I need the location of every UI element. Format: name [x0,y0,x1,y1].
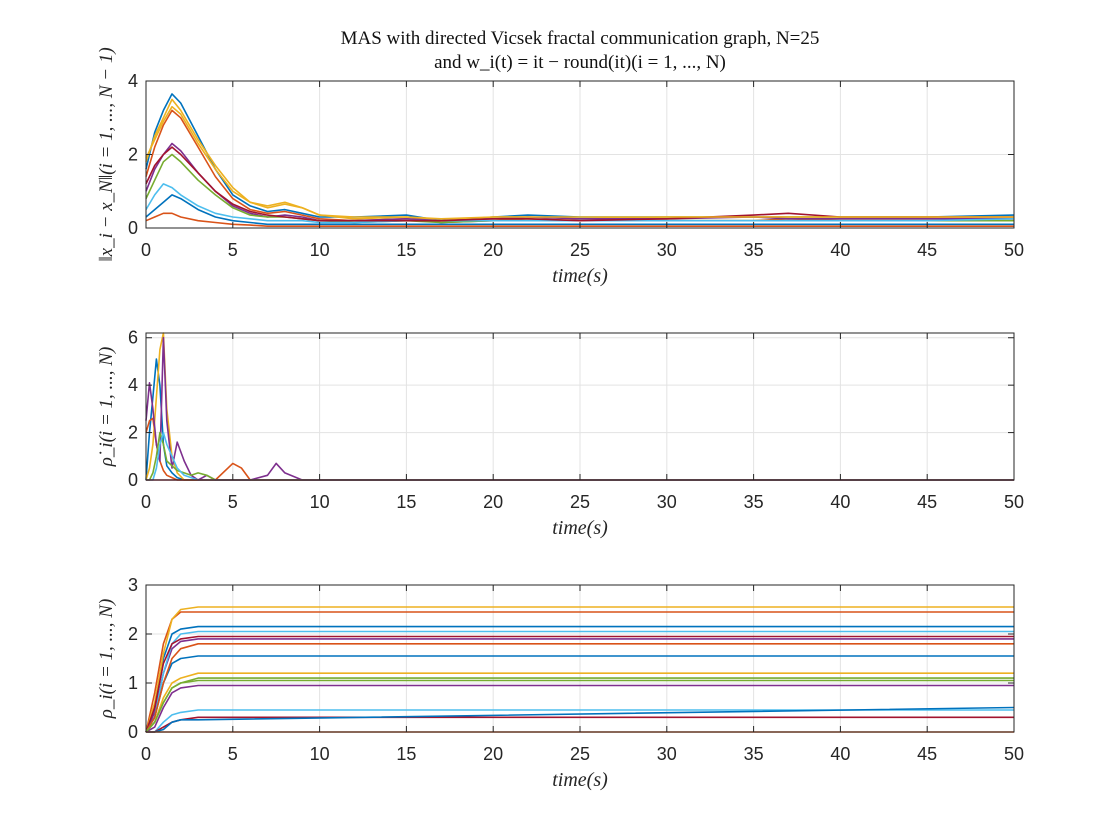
figure-title-line1: MAS with directed Vicsek fractal communi… [340,28,820,49]
rho_dot-ytick-label: 0 [128,470,138,490]
rho_dot-xtick-label: 0 [141,492,151,512]
rho_dot-ytick-label: 2 [128,423,138,443]
rho-series-3 [145,606,1014,733]
rho_dot-xtick-label: 10 [310,492,330,512]
error_norm-xtick-label: 5 [228,240,238,260]
rho-xtick-label: 30 [657,744,677,764]
error_norm-xtick-label: 20 [483,240,503,260]
error_norm-ytick-label: 2 [128,145,138,165]
rho_dot-xlabel: time(s) [552,517,608,539]
rho-ylabel: ρ_i(i = 1, ..., N) [96,599,117,720]
rho_dot-ytick-label: 4 [128,375,138,395]
error_norm-ytick-label: 0 [128,218,138,238]
rho-xtick-label: 25 [570,744,590,764]
rho-xtick-label: 20 [483,744,503,764]
rho-series-11 [145,684,1014,733]
rho-xtick-label: 5 [228,744,238,764]
error_norm-xtick-label: 40 [830,240,850,260]
rho-xtick-label: 45 [917,744,937,764]
rho_dot-xtick-label: 45 [917,492,937,512]
rho_dot-xtick-label: 30 [657,492,677,512]
rho-series-9 [145,642,1014,733]
rho-xtick-label: 35 [744,744,764,764]
rho-series-4 [145,638,1014,733]
error_norm-xtick-label: 15 [396,240,416,260]
error_norm-xtick-label: 45 [917,240,937,260]
rho_dot-ylabel: ρ̇_i(i = 1, ..., N) [96,347,117,468]
rho_dot-xtick-label: 5 [228,492,238,512]
rho-xlabel: time(s) [552,769,608,791]
rho-ytick-label: 0 [128,722,138,742]
error_norm-series-7 [145,146,1014,222]
error_norm-series-10 [145,105,1014,220]
rho-series-7 [145,635,1014,733]
error_norm-xtick-label: 50 [1004,240,1024,260]
error_norm-ylabel: ‖x_i − x_N‖(i = 1, ..., N − 1) [96,47,117,261]
rho-xtick-label: 0 [141,744,151,764]
rho-xtick-label: 15 [396,744,416,764]
rho_dot-xtick-label: 20 [483,492,503,512]
rho-ytick-label: 3 [128,575,138,595]
rho_dot-xtick-label: 15 [396,492,416,512]
rho-series-12 [145,679,1014,733]
rho-ytick-label: 2 [128,624,138,644]
error_norm-xtick-label: 25 [570,240,590,260]
error_norm-xtick-label: 35 [744,240,764,260]
rho_dot-xtick-label: 50 [1004,492,1024,512]
rho-xtick-label: 40 [830,744,850,764]
rho-ytick-label: 1 [128,673,138,693]
rho_dot-xtick-label: 25 [570,492,590,512]
error_norm-xlabel: time(s) [552,265,608,287]
figure-title-line2: and w_i(t) = it − round(it)(i = 1, ..., … [434,52,726,73]
rho_dot-xtick-label: 40 [830,492,850,512]
error_norm-ytick-label: 4 [128,71,138,91]
rho-xtick-label: 50 [1004,744,1024,764]
error_norm-xtick-label: 0 [141,240,151,260]
error_norm-xtick-label: 10 [310,240,330,260]
rho_dot-ytick-label: 6 [128,328,138,348]
rho-xtick-label: 10 [310,744,330,764]
rho_dot-xtick-label: 35 [744,492,764,512]
error_norm-xtick-label: 30 [657,240,677,260]
